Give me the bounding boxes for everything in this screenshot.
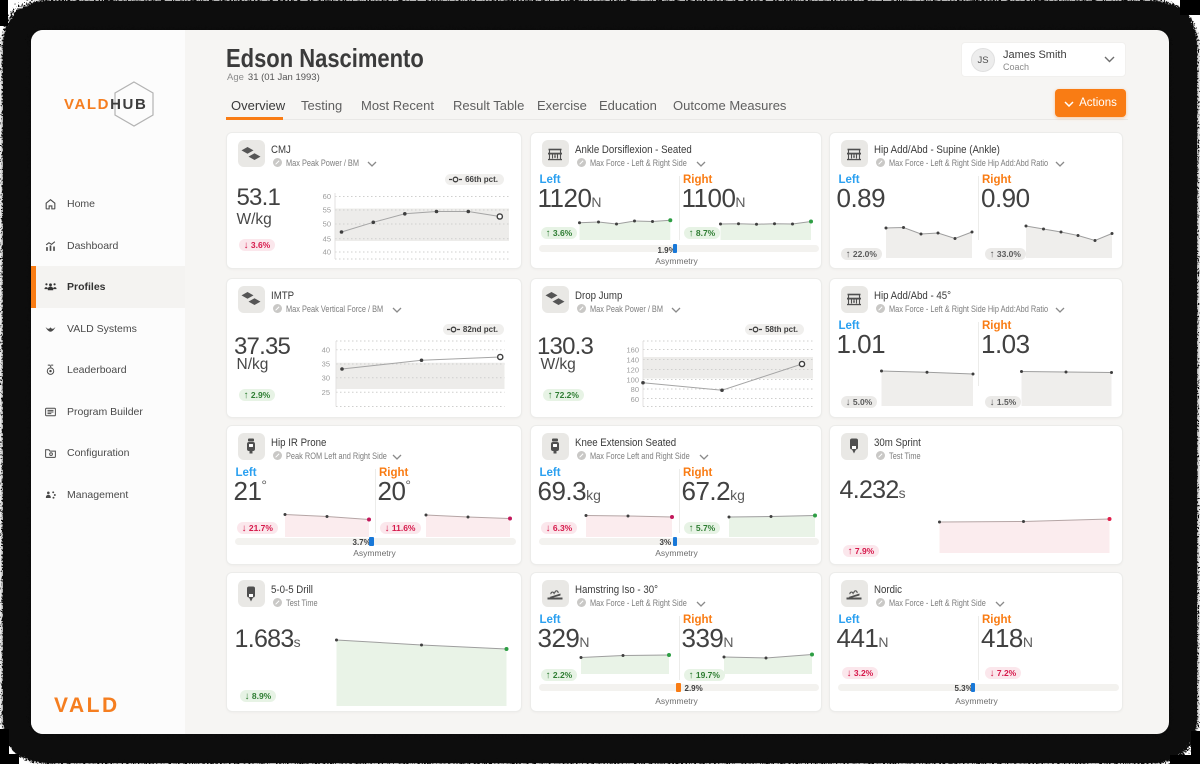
svg-text:100: 100: [626, 375, 639, 384]
svg-text:60: 60: [630, 395, 638, 404]
svg-text:35: 35: [321, 359, 329, 368]
svg-text:80: 80: [630, 385, 638, 394]
svg-text:40: 40: [321, 345, 329, 354]
svg-text:140: 140: [626, 355, 639, 364]
svg-text:25: 25: [321, 387, 329, 396]
svg-text:30: 30: [321, 373, 329, 382]
svg-text:40: 40: [322, 248, 330, 257]
svg-text:55: 55: [322, 206, 330, 215]
svg-text:120: 120: [626, 365, 639, 374]
svg-text:45: 45: [322, 234, 330, 243]
svg-text:160: 160: [626, 345, 639, 354]
svg-text:50: 50: [322, 220, 330, 229]
svg-text:60: 60: [322, 192, 330, 201]
